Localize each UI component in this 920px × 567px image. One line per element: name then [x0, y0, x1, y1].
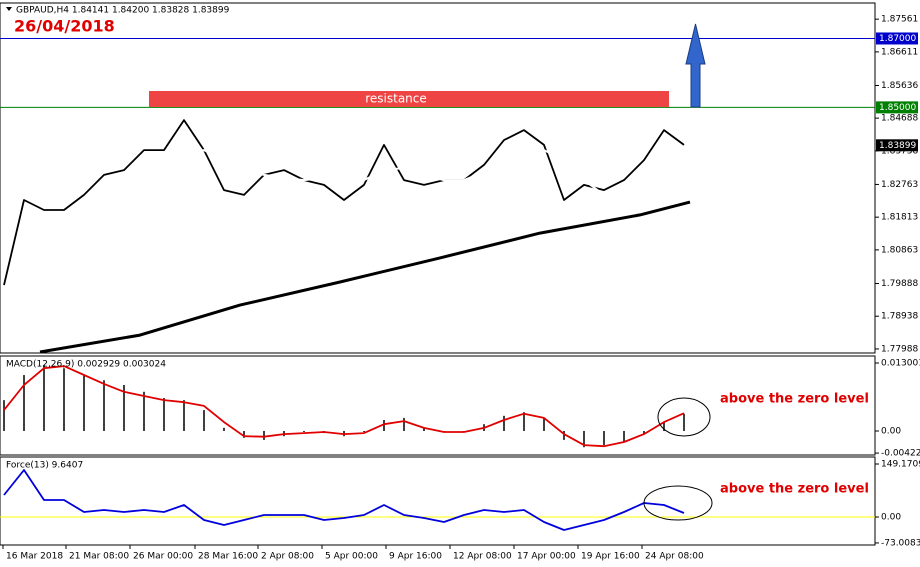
y-tick-label: 149.1709	[881, 460, 920, 470]
x-tick-label: 24 Apr 08:00	[645, 552, 704, 562]
y-tick-label: 1.82763	[881, 180, 918, 190]
y-tick-label: 1.87561	[881, 15, 918, 25]
series-line	[3, 469, 685, 531]
macd-note: above the zero level	[720, 392, 869, 407]
level-label-box	[876, 101, 918, 114]
x-tick-label: 17 Apr 00:00	[517, 552, 576, 562]
last-price-box	[876, 139, 918, 152]
level-label-box	[876, 32, 918, 45]
x-tick-label: 28 Mar 16:00	[198, 552, 258, 562]
y-tick-label: 1.81813	[881, 213, 918, 223]
force-circle	[643, 485, 713, 521]
x-tick-label: 21 Mar 08:00	[69, 552, 129, 562]
y-tick-label: 0.013001	[881, 359, 920, 369]
force-note: above the zero level	[720, 482, 869, 497]
series-line	[39, 200, 691, 354]
header-icon	[6, 7, 12, 11]
x-tick-label: 5 Apr 00:00	[325, 552, 378, 562]
y-tick-label: 0.00	[881, 426, 901, 436]
y-tick-label: 1.78938	[881, 312, 918, 322]
x-tick-label: 26 Mar 00:00	[133, 552, 193, 562]
panel-frame	[0, 355, 876, 456]
resistance-label: resistance	[365, 92, 427, 106]
panel-title: MACD(12,26,9) 0.002929 0.003024	[6, 360, 166, 370]
x-tick-label: 19 Apr 16:00	[581, 552, 640, 562]
series-line	[3, 365, 685, 448]
y-tick-label: 1.80863	[881, 245, 918, 255]
x-tick-label: 16 Mar 2018	[6, 552, 63, 562]
y-tick-label: -73.0083	[881, 538, 920, 548]
resistance-box	[149, 91, 669, 107]
x-tick-label: 2 Apr 08:00	[261, 552, 314, 562]
y-tick-label: 1.79888	[881, 279, 918, 289]
y-tick-label: 1.85636	[881, 81, 918, 91]
panel-title: Force(13) 9.6407	[6, 461, 83, 471]
last-price-label: 1.83899	[879, 141, 916, 151]
panel-frame	[0, 456, 876, 546]
level-label: 1.85000	[879, 103, 916, 113]
y-tick-label: -0.004222	[881, 449, 920, 459]
y-tick-label: 1.83738	[881, 146, 918, 156]
macd-circle	[657, 397, 711, 437]
y-tick-label: 1.77988	[881, 344, 918, 354]
up-arrow	[685, 23, 706, 108]
x-tick-label: 9 Apr 16:00	[389, 552, 442, 562]
date-label: 26/04/2018	[14, 17, 115, 36]
panel-frame	[0, 2, 876, 354]
series-line	[3, 119, 685, 286]
level-label: 1.87000	[879, 34, 916, 44]
header-title: GBPAUD,H4 1.84141 1.84200 1.83828 1.8389…	[16, 6, 230, 16]
x-tick-label: 12 Apr 08:00	[453, 552, 512, 562]
y-tick-label: 0.00	[881, 513, 901, 523]
y-tick-label: 1.84688	[881, 114, 918, 124]
y-tick-label: 1.86611	[881, 47, 918, 57]
series-line	[3, 149, 685, 351]
